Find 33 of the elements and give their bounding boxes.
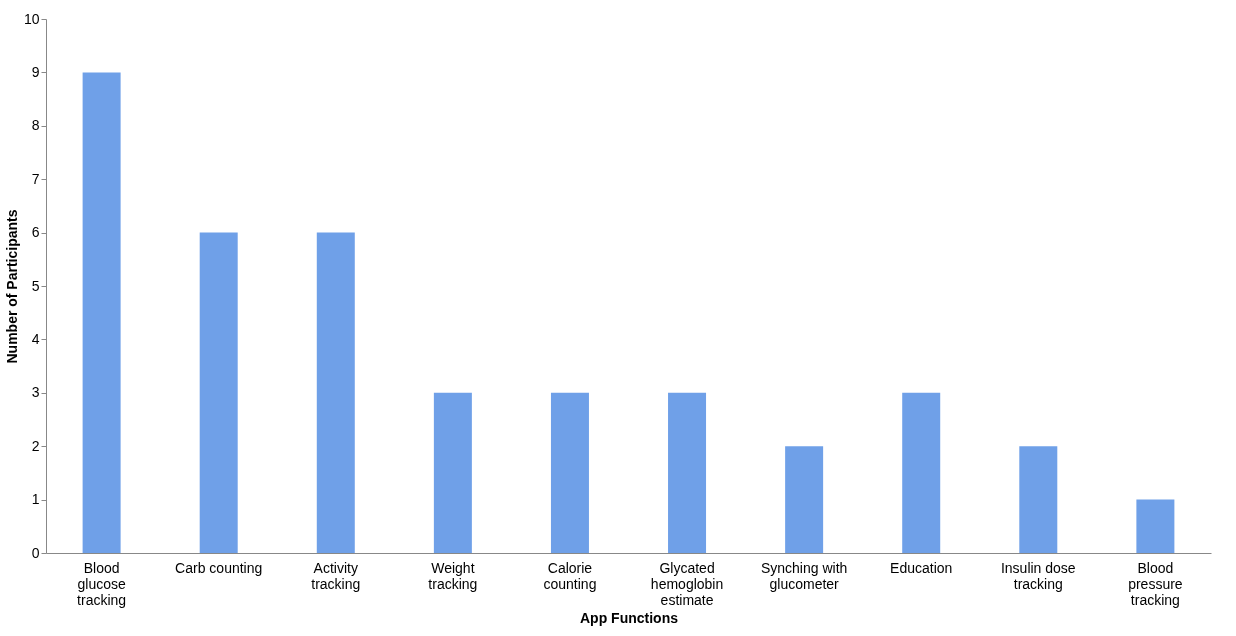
bar <box>550 392 589 553</box>
bar <box>1019 446 1058 553</box>
y-axis-title: Number of Participants <box>3 209 20 364</box>
bar <box>82 72 121 553</box>
x-tick-label: Insulin dose tracking <box>1000 559 1076 592</box>
y-tick-label: 4 <box>31 330 40 347</box>
x-tick-label: Weight tracking <box>428 559 478 592</box>
bar <box>316 232 355 553</box>
x-tick-label: Blood glucose tracking <box>77 559 127 608</box>
x-tick-label: Glycated hemoglobin estimate <box>650 559 724 608</box>
x-tick-label: Activity tracking <box>311 559 361 592</box>
x-tick-label: Blood pressure tracking <box>1128 559 1183 608</box>
y-tick-label: 10 <box>23 10 40 27</box>
bar <box>668 392 707 553</box>
x-tick-label: Calorie counting <box>543 559 597 592</box>
x-tick-label: Synching with glucometer <box>760 559 848 592</box>
y-tick-label: 9 <box>31 63 40 80</box>
bar <box>785 446 824 553</box>
x-axis-title: App Functions <box>580 609 679 626</box>
y-tick-label: 3 <box>31 384 40 401</box>
y-tick-label: 2 <box>31 437 40 454</box>
bar <box>433 392 472 553</box>
bar <box>902 392 941 553</box>
y-tick-label: 6 <box>31 224 40 241</box>
x-tick-label: Education <box>890 559 953 576</box>
y-tick-label: 0 <box>31 544 40 561</box>
y-tick-label: 7 <box>31 170 40 187</box>
y-tick-label: 8 <box>31 117 40 134</box>
x-tick-label: Carb counting <box>175 559 263 576</box>
y-tick-label: 1 <box>31 491 40 508</box>
bar <box>199 232 238 553</box>
bar <box>1136 499 1175 553</box>
y-tick-label: 5 <box>31 277 40 294</box>
